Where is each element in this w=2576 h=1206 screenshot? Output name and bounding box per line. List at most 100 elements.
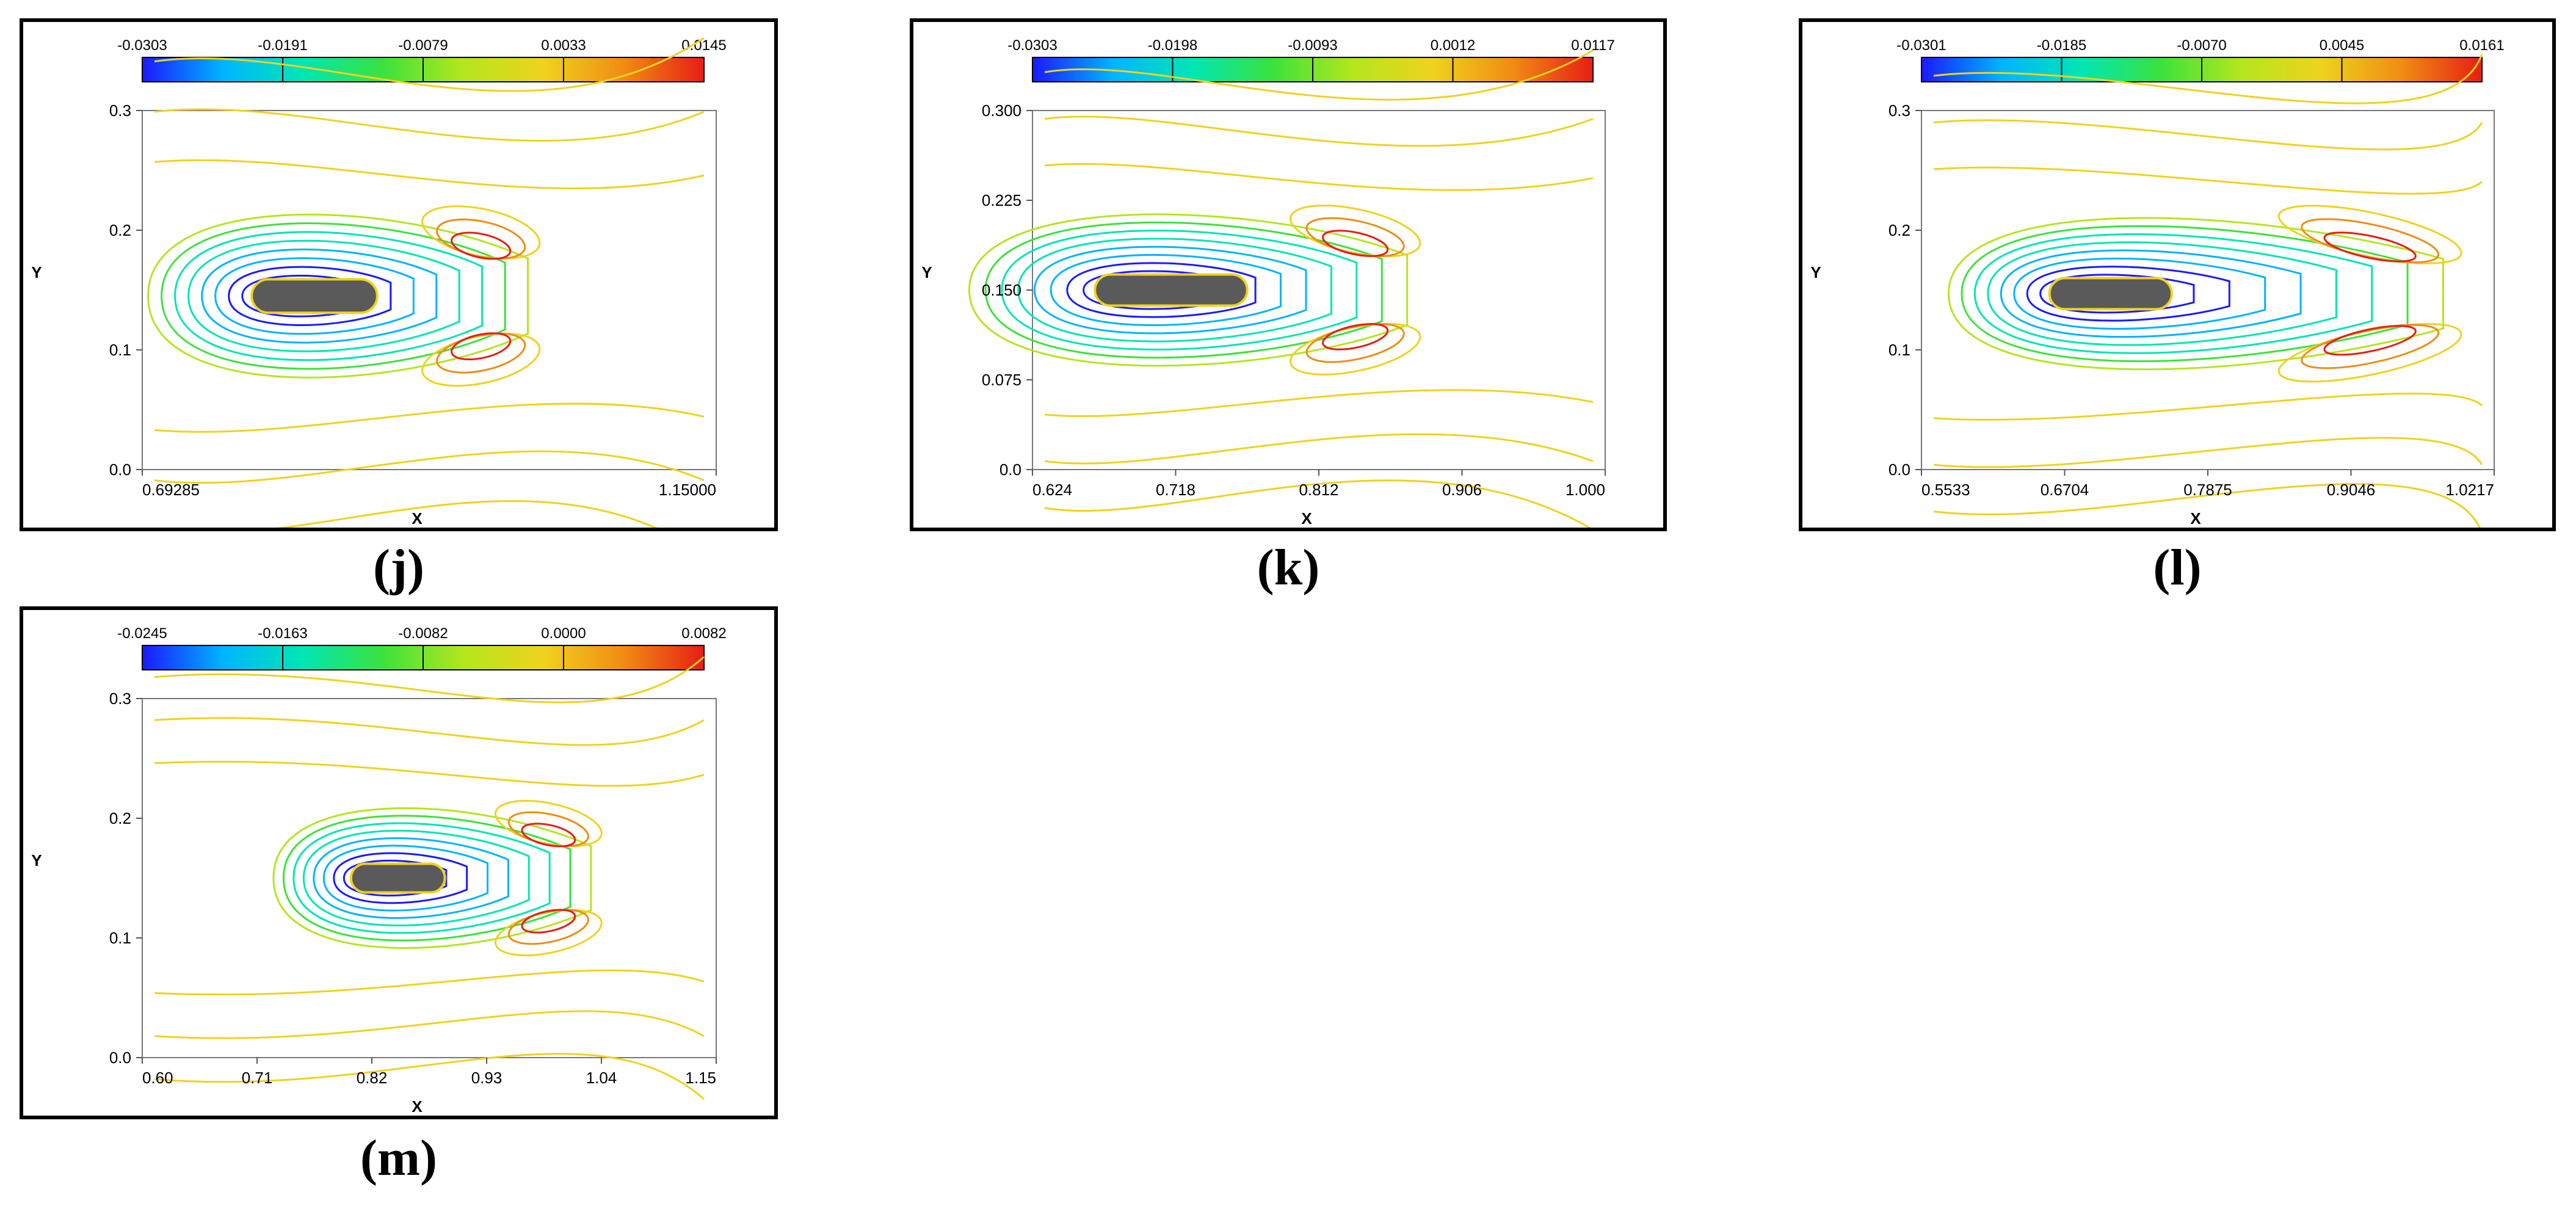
x-tick-label: 0.718 [1156,481,1195,499]
far-field-contour [1044,479,1591,528]
wake-contour [451,231,512,260]
y-tick-label: 0.1 [1888,341,1910,359]
contour-line [1973,233,2373,354]
colorbar-tick-label: 0.0161 [2459,37,2504,54]
colorbar-tick-label: 0.0045 [2320,37,2364,54]
far-field-contour [154,969,705,996]
body-shape [250,278,379,314]
x-tick-label: 0.812 [1299,481,1338,499]
y-tick-label: 0.2 [109,809,131,827]
contour-lines [1933,53,2483,528]
contour-line [187,239,460,352]
caption-k: (k) [1257,539,1320,596]
colorbar-tick-label: -0.0245 [117,625,167,642]
far-field-contour [154,402,705,433]
contour-line [174,231,484,361]
contour-line [2026,266,2230,322]
colorbar-tick-label: -0.0303 [1007,37,1057,54]
colorbar-tick-label: -0.0185 [2037,37,2086,54]
chart-l: -0.0301 -0.0185 -0.0070 0.0045 0.0161 0.5533 0… [1810,37,2505,528]
colorbar-tick-label: -0.0163 [258,625,307,642]
far-field-contour [1044,115,1594,147]
contour-line [2000,249,2302,338]
contour-line [147,213,529,379]
y-tick-label: 0.225 [982,191,1021,209]
contour-line [214,257,415,335]
contour-line [322,845,489,912]
contour-line [228,266,392,326]
y-tick-label: 0.3 [1888,101,1910,120]
far-field-contour [154,159,705,190]
x-tick-label: 0.9046 [2327,481,2376,499]
colorbar-tick-label: 0.0000 [541,625,586,642]
contour-line [292,822,551,934]
contour-lines [147,37,705,528]
y-tick-label: 0.0 [109,1048,131,1067]
colorbar-tick-label: -0.0079 [398,37,448,54]
y-axis-label: Y [921,263,932,282]
far-field-contour [1044,433,1594,465]
far-field-contour [276,500,658,528]
x-axis-label: X [2190,509,2201,528]
far-field-contour [1933,393,2483,421]
colorbar-tick-label: 0.0082 [681,625,726,642]
x-tick-label: 0.69285 [142,481,200,499]
wake-contour [1322,323,1389,351]
panel-j: -0.0303 -0.0191 -0.0079 0.0033 0.0145 0.69285… [20,18,778,531]
colorbar-tick-label: 0.0012 [1431,37,1475,54]
colorbar-tick-label: -0.0303 [117,37,167,54]
x-tick-label: 1.15000 [659,481,716,499]
y-tick-label: 0.0 [1888,460,1910,479]
wake-contour [1322,230,1389,257]
x-tick-label: 0.906 [1442,481,1482,499]
far-field-contour [1044,162,1594,191]
wake-contour [2323,231,2417,263]
contour-line [272,807,592,949]
far-field-contour [1933,53,2483,104]
body-shape [1094,273,1249,307]
contour-line [1066,262,1257,318]
x-tick-label: 0.71 [242,1069,273,1087]
far-field-contour [154,760,705,787]
body-shape [2048,277,2173,311]
colorbar-tick-label: 0.0145 [681,37,726,54]
x-tick-label: 0.6704 [2041,481,2089,499]
wake-contour [521,823,576,848]
far-field-contour [154,1053,705,1100]
panel-l: -0.0301 -0.0185 -0.0070 0.0045 0.0161 0.5533 0… [1799,18,2556,531]
x-tick-label: 1.04 [586,1069,617,1087]
contour-line [1050,253,1282,327]
y-axis-label: Y [31,851,42,870]
wake-contour [2323,325,2417,356]
far-field-contour [1933,166,2483,195]
caption-j: (j) [373,539,424,596]
y-axis-label: Y [31,263,42,282]
colorbar-tick-label: -0.0191 [258,37,307,54]
y-tick-label: 0.2 [1888,221,1910,239]
contour-line [1947,217,2444,371]
y-tick-label: 0.3 [109,689,131,708]
contour-line [161,222,506,370]
far-field-contour [154,37,705,92]
x-tick-label: 0.624 [1032,481,1072,499]
x-axis-label: X [1301,509,1312,528]
x-axis-label: X [412,1097,423,1116]
y-tick-label: 0.2 [109,221,131,239]
far-field-contour [1933,119,2483,151]
y-axis-label: Y [1810,263,1821,282]
y-tick-label: 0.075 [982,371,1021,389]
colorbar-tick-label: -0.0198 [1148,37,1197,54]
contour-line [313,837,509,919]
caption-l: (l) [2153,539,2202,596]
x-tick-label: 1.0217 [2445,481,2494,499]
contour-line [201,249,438,344]
x-tick-label: 0.60 [142,1069,173,1087]
y-tick-label: 0.1 [109,929,131,947]
x-tick-label: 0.82 [357,1069,388,1087]
panel-k: -0.0303 -0.0198 -0.0093 0.0012 0.0117 0.624 0.… [910,18,1667,531]
far-field-contour [1044,389,1594,418]
plot-area [142,110,717,470]
contour-line [1987,241,2337,346]
contour-line [984,221,1383,359]
chart-j: -0.0303 -0.0191 -0.0079 0.0033 0.0145 0.69285… [31,37,727,528]
